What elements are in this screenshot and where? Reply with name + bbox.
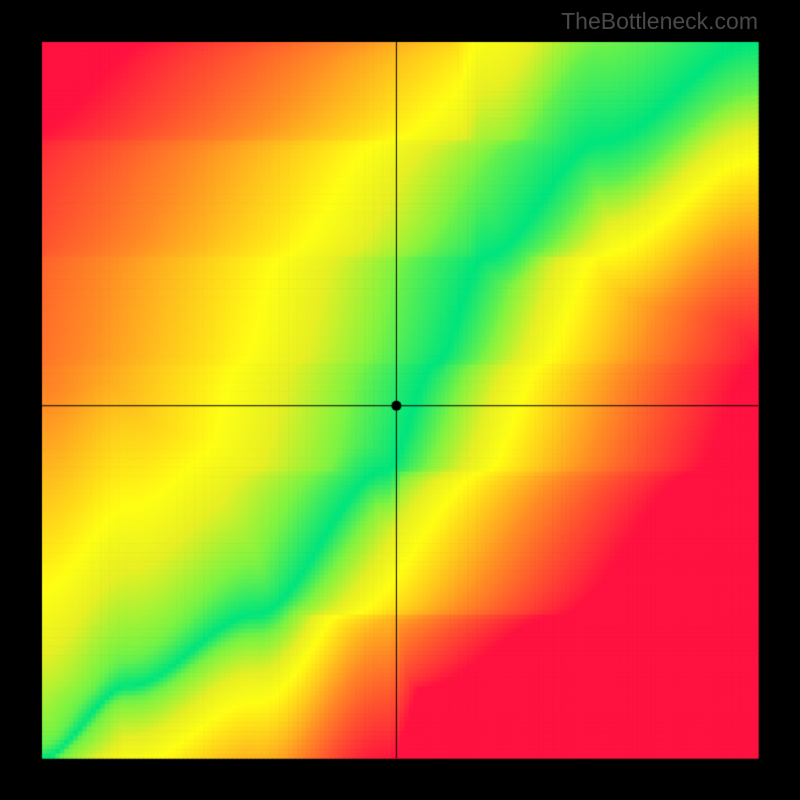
- chart-container: TheBottleneck.com: [0, 0, 800, 800]
- bottleneck-heatmap: [0, 0, 800, 800]
- watermark-text: TheBottleneck.com: [561, 8, 758, 35]
